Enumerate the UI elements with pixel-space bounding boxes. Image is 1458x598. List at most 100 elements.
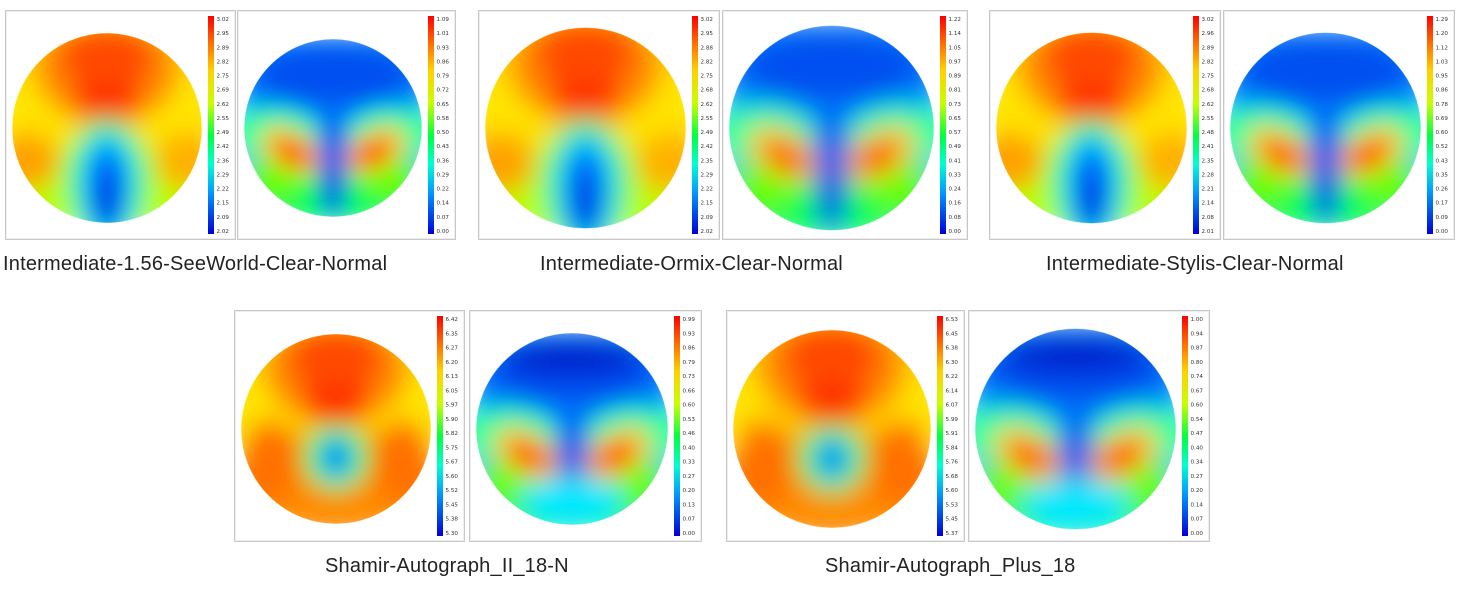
colorbar-tick-label: 0.33 bbox=[949, 172, 962, 178]
colorbar-tick-label: 0.86 bbox=[1436, 88, 1449, 94]
colorbar-tick-label: 2.15 bbox=[217, 201, 230, 207]
colorbar-tick-label: 6.13 bbox=[446, 374, 459, 380]
colorbar-tick-label: 0.24 bbox=[949, 187, 962, 193]
colorbar-tick-label: 2.68 bbox=[701, 88, 714, 94]
colorbar-tick-label: 0.54 bbox=[1191, 417, 1204, 423]
colorbar-tick-label: 0.79 bbox=[437, 74, 450, 80]
map-canvas: 0.99 0.93 0.86 0.79 0.73 0.66 0.60 0.53 0.46 0.40… bbox=[475, 316, 696, 537]
seeworld-power-map: 3.02 2.95 2.89 2.82 2.75 2.69 2.62 2.55 2.49 2.42… bbox=[5, 10, 236, 240]
colorbar-tick-label: 5.68 bbox=[946, 474, 959, 480]
caption-autograph-plus: Shamir-Autograph_Plus_18 bbox=[825, 555, 1076, 577]
colorbar-tick-label: 0.50 bbox=[437, 130, 450, 136]
colorbar-tick-label: 2.14 bbox=[1202, 201, 1215, 207]
colorbar-tick-label: 0.60 bbox=[1436, 130, 1449, 136]
colorbar-tick-label: 2.09 bbox=[217, 215, 230, 221]
colorbar-tick-label: 6.05 bbox=[446, 388, 459, 394]
colorbar-tick-label: 0.20 bbox=[683, 488, 696, 494]
colorbar-tick-label: 0.73 bbox=[683, 374, 696, 380]
colorbar-tick-label: 0.99 bbox=[683, 317, 696, 323]
colorbar-tick-label: 0.08 bbox=[949, 215, 962, 221]
colorbar-tick-label: 2.55 bbox=[1202, 116, 1215, 122]
colorbar-tick-label: 0.81 bbox=[949, 88, 962, 94]
colorbar-tick-label: 0.89 bbox=[949, 74, 962, 80]
colorbar-tick-label: 6.14 bbox=[946, 388, 959, 394]
colorbar-tick-label: 5.52 bbox=[446, 488, 458, 494]
colorbar-tick-label: 1.14 bbox=[949, 31, 962, 37]
colorbar-tick-label: 0.27 bbox=[683, 474, 696, 480]
ormix-power-map: 3.02 2.95 2.88 2.82 2.75 2.68 2.62 2.55 2.49 2.42… bbox=[478, 10, 720, 240]
colorbar-tick-label: 0.34 bbox=[1191, 460, 1204, 466]
map-canvas: 1.22 1.14 1.05 0.97 0.89 0.81 0.73 0.65 0.57 0.49… bbox=[728, 16, 962, 235]
colorbar-tick-label: 2.22 bbox=[217, 187, 229, 193]
colorbar-tick-label: 2.02 bbox=[217, 229, 229, 235]
colorbar-tick-label: 2.21 bbox=[1202, 187, 1215, 193]
colorbar-tick-label: 5.30 bbox=[446, 531, 459, 537]
colorbar-tick-label: 2.75 bbox=[1202, 74, 1215, 80]
colorbar-tick-label: 1.00 bbox=[1191, 317, 1204, 323]
map-canvas: 3.02 2.96 2.89 2.82 2.75 2.68 2.62 2.55 2.48 2.41… bbox=[995, 16, 1215, 235]
colorbar-tick-label: 2.29 bbox=[701, 172, 714, 178]
colorbar-tick-label: 6.38 bbox=[946, 346, 959, 352]
colorbar-tick-label: 0.43 bbox=[437, 144, 450, 150]
colorbar-tick-label: 1.01 bbox=[437, 31, 450, 37]
colorbar-tick-label: 2.96 bbox=[1202, 31, 1215, 37]
colorbar-tick-label: 0.86 bbox=[683, 346, 696, 352]
colorbar-tick-label: 2.08 bbox=[1202, 215, 1215, 221]
colorbar-tick-label: 0.66 bbox=[683, 388, 696, 394]
map-canvas: 1.09 1.01 0.93 0.86 0.79 0.72 0.65 0.58 0.50 0.43… bbox=[243, 16, 450, 235]
colorbar-tick-label: 5.90 bbox=[446, 417, 459, 423]
colorbar-tick-label: 0.73 bbox=[949, 102, 962, 108]
colorbar-tick-label: 5.97 bbox=[446, 403, 459, 409]
colorbar-tick-label: 2.09 bbox=[701, 215, 714, 221]
caption-autograph-ii: Shamir-Autograph_II_18-N bbox=[325, 555, 569, 577]
colorbar-tick-label: 2.75 bbox=[701, 74, 714, 80]
colorbar-tick-label: 2.55 bbox=[217, 116, 230, 122]
seeworld-astigmatism-map: 1.09 1.01 0.93 0.86 0.79 0.72 0.65 0.58 0.50 0.43… bbox=[237, 10, 456, 240]
colorbar-tick-label: 5.45 bbox=[446, 502, 459, 508]
colorbar-tick-label: 0.93 bbox=[683, 331, 696, 337]
colorbar-tick-label: 0.43 bbox=[1436, 158, 1449, 164]
colorbar-tick-label: 2.82 bbox=[1202, 59, 1214, 65]
colorbar-tick-label: 2.95 bbox=[701, 31, 714, 37]
colorbar-tick-label: 5.38 bbox=[446, 517, 459, 523]
colorbar-tick-label: 0.40 bbox=[683, 445, 696, 451]
colorbar-tick-label: 2.42 bbox=[701, 144, 713, 150]
colorbar-tick-label: 2.49 bbox=[217, 130, 230, 136]
colorbar-tick-label: 0.69 bbox=[1436, 116, 1449, 122]
colorbar-tick-label: 2.82 bbox=[217, 59, 229, 65]
colorbar-tick-label: 0.16 bbox=[949, 201, 962, 207]
colorbar-tick-label: 2.62 bbox=[1202, 102, 1214, 108]
colorbar-tick-label: 5.76 bbox=[946, 460, 959, 466]
colorbar-tick-label: 1.20 bbox=[1436, 31, 1449, 37]
colorbar-tick-label: 0.20 bbox=[1191, 488, 1204, 494]
colorbar-tick-label: 0.00 bbox=[437, 229, 450, 235]
colorbar-tick-label: 0.00 bbox=[949, 229, 962, 235]
colorbar-tick-label: 5.75 bbox=[446, 445, 459, 451]
colorbar-tick-label: 6.45 bbox=[946, 331, 959, 337]
colorbar-tick-label: 6.30 bbox=[946, 360, 959, 366]
colorbar-tick-label: 0.57 bbox=[949, 130, 962, 136]
colorbar-tick-label: 2.62 bbox=[701, 102, 713, 108]
colorbar-tick-label: 1.22 bbox=[949, 17, 961, 23]
colorbar-tick-label: 0.87 bbox=[1191, 346, 1204, 352]
map-canvas: 1.00 0.94 0.87 0.80 0.74 0.67 0.60 0.54 0.47 0.40… bbox=[974, 316, 1204, 537]
colorbar-tick-label: 1.03 bbox=[1436, 59, 1449, 65]
autograph-plus-astigmatism-map: 1.00 0.94 0.87 0.80 0.74 0.67 0.60 0.54 0.47 0.40… bbox=[968, 310, 1210, 542]
colorbar-tick-label: 3.02 bbox=[701, 17, 713, 23]
colorbar-tick-label: 0.26 bbox=[1436, 187, 1449, 193]
colorbar-tick-label: 2.36 bbox=[217, 158, 230, 164]
colorbar-tick-label: 1.29 bbox=[1436, 17, 1449, 23]
colorbar bbox=[1427, 16, 1433, 234]
colorbar-tick-label: 0.41 bbox=[949, 158, 962, 164]
colorbar bbox=[428, 16, 434, 234]
colorbar-tick-label: 0.14 bbox=[1191, 502, 1204, 508]
colorbar-tick-label: 0.17 bbox=[1436, 201, 1449, 207]
colorbar bbox=[940, 16, 946, 234]
colorbar bbox=[674, 316, 680, 536]
colorbar-tick-label: 0.78 bbox=[1436, 102, 1449, 108]
map-canvas: 1.29 1.20 1.12 1.03 0.95 0.86 0.78 0.69 0.60 0.52… bbox=[1229, 16, 1449, 235]
colorbar-tick-label: 2.49 bbox=[701, 130, 714, 136]
colorbar-tick-label: 6.22 bbox=[946, 374, 958, 380]
colorbar-tick-label: 6.07 bbox=[946, 403, 959, 409]
colorbar-tick-label: 2.75 bbox=[217, 74, 230, 80]
